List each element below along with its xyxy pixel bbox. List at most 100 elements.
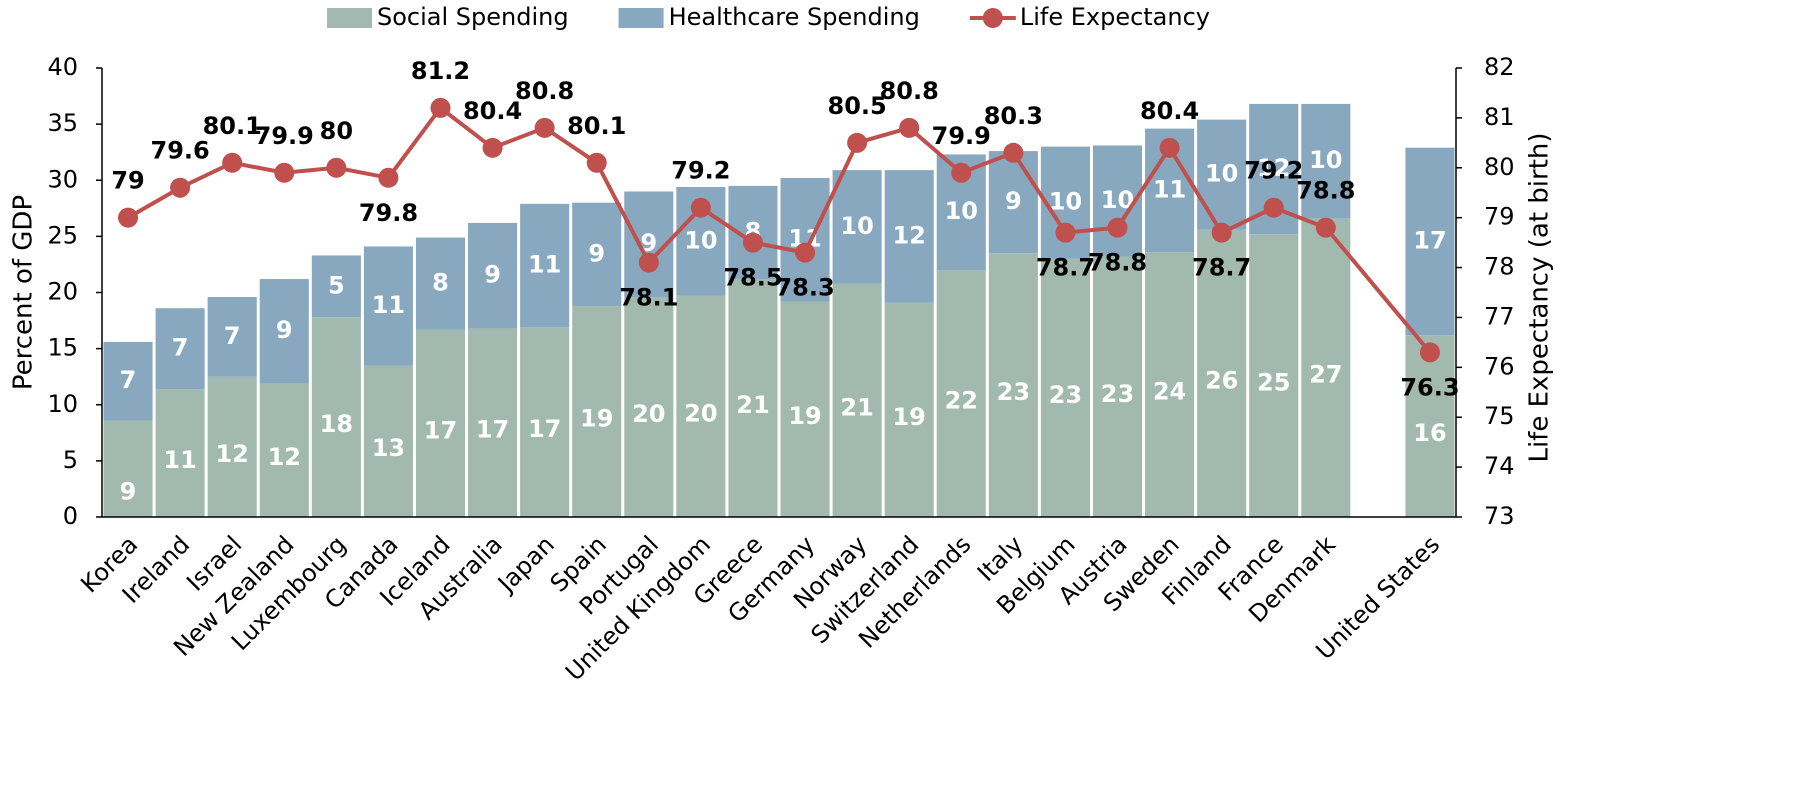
line-value-label: 80.8 — [880, 77, 939, 105]
line-value-label: 79.9 — [255, 122, 314, 150]
bar — [832, 283, 882, 517]
bar — [728, 279, 778, 517]
bar — [363, 246, 413, 366]
legend-label: Life Expectancy — [1020, 3, 1210, 31]
line-marker — [638, 252, 659, 273]
line-marker — [742, 232, 763, 253]
line-marker — [899, 117, 920, 138]
line-marker — [170, 177, 191, 198]
line-marker — [1055, 222, 1076, 243]
line-marker — [430, 97, 451, 118]
line-marker — [1315, 217, 1336, 238]
y2-axis-title: Life Expectancy (at birth) — [1525, 132, 1555, 462]
line-value-label: 79.6 — [151, 137, 210, 165]
bar-value-label: 9 — [640, 229, 657, 257]
bar-value-label: 20 — [632, 400, 665, 428]
bar — [572, 305, 622, 517]
line-marker — [1107, 217, 1128, 238]
bar — [207, 376, 257, 517]
bar-value-label: 17 — [1413, 226, 1446, 254]
y-tick-label: 10 — [47, 390, 78, 418]
bar-value-label: 10 — [1205, 160, 1238, 188]
bar-value-label: 12 — [215, 440, 248, 468]
line-value-label: 79.2 — [1244, 157, 1303, 185]
line-marker — [795, 242, 816, 263]
y2-tick-label: 77 — [1484, 302, 1515, 330]
bar-value-label: 9 — [276, 316, 293, 344]
bar-value-label: 23 — [997, 378, 1030, 406]
bar — [572, 202, 622, 306]
line-value-label: 80.1 — [567, 112, 626, 140]
line-marker — [534, 117, 555, 138]
line-value-label: 80.1 — [203, 112, 262, 140]
line-marker — [586, 152, 607, 173]
bar-value-label: 11 — [528, 251, 561, 279]
line-marker — [1003, 142, 1024, 163]
legend-item: Life Expectancy — [969, 3, 1210, 31]
line-value-label: 79.2 — [671, 157, 730, 185]
bar-value-label: 5 — [328, 271, 345, 299]
line-value-label: 79.8 — [359, 199, 418, 227]
bar — [103, 341, 153, 421]
bar-value-label: 11 — [372, 291, 405, 319]
line-marker — [118, 207, 139, 228]
bar-value-label: 16 — [1413, 419, 1446, 447]
y2-tick-label: 78 — [1484, 253, 1515, 281]
bar — [415, 329, 466, 517]
line-value-label: 78.8 — [1296, 177, 1355, 205]
bar — [259, 383, 309, 517]
bar — [520, 203, 570, 328]
bar-value-label: 17 — [476, 416, 509, 444]
line-value-label: 80.4 — [463, 97, 522, 125]
line-value-label: 78.7 — [1192, 254, 1251, 282]
bar — [676, 295, 726, 517]
line-value-label: 80 — [320, 117, 353, 145]
line-marker — [482, 137, 503, 158]
bar — [728, 185, 778, 280]
y2-tick-label: 80 — [1484, 153, 1515, 181]
legend-item: Healthcare Spending — [618, 3, 920, 31]
bar — [884, 170, 934, 303]
y2-tick-label: 76 — [1484, 352, 1515, 380]
y-axis-title: Percent of GDP — [9, 195, 39, 390]
bar — [259, 279, 309, 384]
bar — [1092, 256, 1143, 517]
line-value-label: 79 — [111, 167, 144, 195]
bar — [780, 301, 830, 517]
bar-value-label: 22 — [945, 387, 978, 415]
bar — [520, 327, 570, 517]
line-marker — [378, 167, 399, 188]
bar-value-label: 9 — [484, 261, 501, 289]
bar-value-label: 19 — [892, 403, 925, 431]
y-tick-label: 30 — [47, 165, 78, 193]
bar — [468, 328, 518, 517]
line-value-label: 79.9 — [932, 122, 991, 150]
line-marker — [1159, 137, 1180, 158]
bar-value-label: 21 — [736, 391, 769, 419]
bar-value-label: 9 — [1005, 187, 1022, 215]
legend-item: Social Spending — [327, 3, 569, 31]
bar-value-label: 17 — [424, 416, 457, 444]
bar — [311, 317, 361, 517]
bar-value-label: 10 — [1309, 146, 1342, 174]
line-value-label: 76.3 — [1400, 373, 1459, 401]
bar-value-label: 23 — [1101, 380, 1134, 408]
line-marker — [1419, 342, 1440, 363]
bar — [884, 302, 934, 517]
bar — [1301, 218, 1351, 518]
line-value-label: 80.5 — [828, 92, 887, 120]
bar-value-label: 12 — [268, 443, 301, 471]
legend-label: Social Spending — [377, 3, 569, 31]
line-value-label: 80.8 — [515, 77, 574, 105]
y2-tick-label: 82 — [1484, 53, 1515, 81]
bar-value-label: 27 — [1309, 361, 1342, 389]
bar-value-label: 9 — [588, 239, 605, 267]
bar — [468, 222, 518, 329]
line-marker — [951, 162, 972, 183]
line-value-label: 78.3 — [775, 274, 834, 302]
bar-value-label: 19 — [580, 404, 613, 432]
bar — [311, 255, 361, 318]
bar-value-label: 10 — [840, 212, 873, 240]
bar — [1145, 252, 1195, 517]
